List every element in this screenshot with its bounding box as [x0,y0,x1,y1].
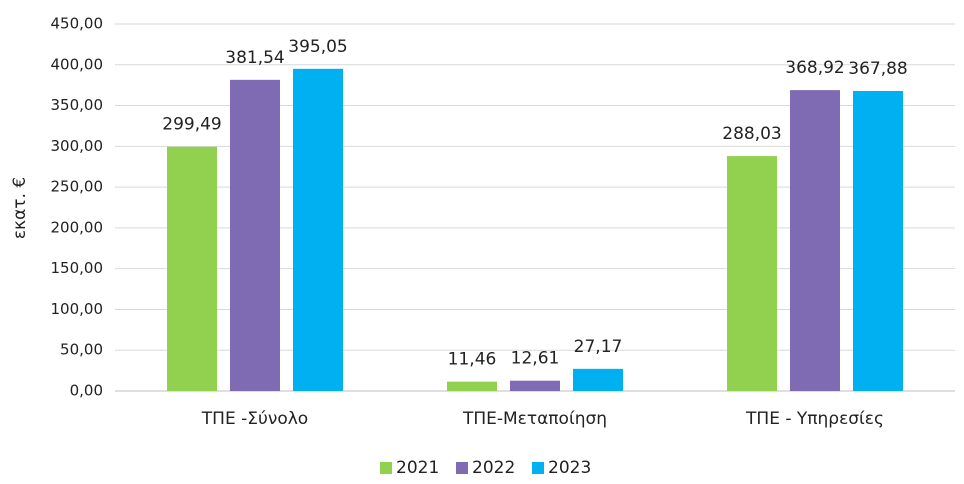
legend-label: 2023 [548,458,591,478]
bar [573,368,623,391]
y-tick-label: 200,00 [51,218,104,236]
bar [293,68,343,391]
bar [790,90,840,391]
legend-swatch [456,462,468,474]
y-tick-label: 400,00 [51,55,104,73]
data-label: 367,88 [848,59,907,79]
y-tick-label: 300,00 [51,137,104,155]
y-axis-title: εκατ. € [10,177,30,239]
y-tick-label: 0,00 [70,382,103,400]
x-tick-label: ΤΠΕ-Μεταποίηση [462,409,607,429]
bar [853,90,903,391]
y-tick-label: 150,00 [51,259,104,277]
y-tick-label: 450,00 [51,15,104,33]
y-tick-label: 350,00 [51,96,104,114]
bar [230,79,280,391]
y-tick-label: 100,00 [51,300,104,318]
data-label: 381,54 [225,48,284,68]
x-tick-label: ΤΠΕ - Υπηρεσίες [745,409,884,429]
data-label: 11,46 [448,350,497,370]
data-label: 27,17 [574,337,623,357]
data-label: 12,61 [511,349,560,369]
data-label: 395,05 [288,37,347,57]
data-label: 368,92 [785,58,844,78]
bar [510,380,560,391]
y-tick-label: 50,00 [60,341,103,359]
data-label: 299,49 [162,115,221,135]
legend-label: 2021 [396,458,439,478]
bar [167,146,217,391]
legend-swatch [380,462,392,474]
x-tick-label: ΤΠΕ -Σύνολο [201,409,308,429]
legend-label: 2022 [472,458,515,478]
data-label: 288,03 [722,124,781,144]
legend-swatch [532,462,544,474]
bar [447,381,497,391]
y-tick-label: 250,00 [51,178,104,196]
bar [727,156,777,391]
